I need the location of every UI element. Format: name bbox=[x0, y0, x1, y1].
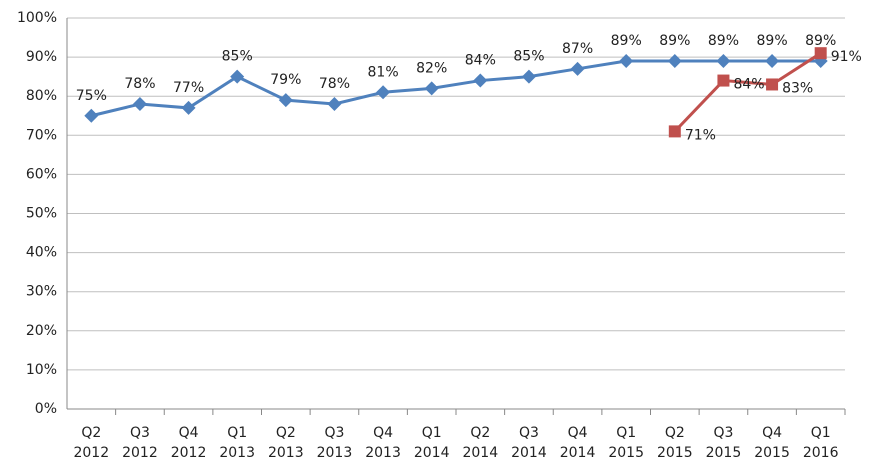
y-tick-label: 30% bbox=[26, 284, 57, 300]
y-tick-label: 0% bbox=[35, 401, 57, 417]
y-tick-label: 10% bbox=[26, 362, 57, 378]
marker bbox=[230, 69, 245, 84]
data-label: 87% bbox=[562, 41, 593, 57]
marker bbox=[327, 97, 342, 112]
y-tick-label: 100% bbox=[17, 10, 57, 26]
marker bbox=[132, 97, 147, 112]
x-tick-label: 2012 bbox=[171, 445, 207, 461]
x-tick-label: 2013 bbox=[365, 445, 401, 461]
x-tick-label: Q4 bbox=[762, 425, 782, 441]
data-label: 79% bbox=[270, 72, 301, 88]
x-tick-label: 2014 bbox=[560, 445, 596, 461]
marker bbox=[667, 54, 682, 69]
y-tick-label: 80% bbox=[26, 88, 57, 104]
data-label: 89% bbox=[708, 33, 739, 49]
marker bbox=[181, 100, 196, 115]
x-tick-label: 2014 bbox=[511, 445, 547, 461]
data-label: 75% bbox=[76, 88, 107, 104]
marker bbox=[473, 73, 488, 88]
series-line bbox=[90, 59, 821, 118]
data-label: 78% bbox=[319, 76, 350, 92]
data-label: 81% bbox=[368, 64, 399, 80]
marker bbox=[766, 78, 779, 91]
data-label: 91% bbox=[831, 49, 862, 65]
data-label: 71% bbox=[685, 127, 716, 143]
marker bbox=[424, 81, 439, 96]
data-label: 85% bbox=[222, 49, 253, 65]
y-tick-label: 60% bbox=[26, 166, 57, 182]
marker bbox=[716, 54, 731, 69]
data-label: 89% bbox=[659, 33, 690, 49]
x-tick-label: 2015 bbox=[657, 445, 693, 461]
y-tick-label: 70% bbox=[26, 127, 57, 143]
y-tick-label: 40% bbox=[26, 245, 57, 261]
data-label: 89% bbox=[805, 33, 836, 49]
x-tick-label: 2012 bbox=[122, 445, 158, 461]
x-tick-label: Q2 bbox=[276, 425, 296, 441]
x-tick-label: Q2 bbox=[665, 425, 685, 441]
x-tick-label: Q3 bbox=[130, 425, 150, 441]
marker bbox=[521, 69, 536, 84]
x-tick-label: 2013 bbox=[317, 445, 353, 461]
marker bbox=[278, 93, 293, 108]
marker bbox=[814, 47, 827, 60]
x-tick-label: Q4 bbox=[568, 425, 588, 441]
x-tick-label: 2015 bbox=[608, 445, 644, 461]
data-label: 78% bbox=[124, 76, 155, 92]
marker bbox=[619, 54, 634, 69]
y-tick-label: 90% bbox=[26, 49, 57, 65]
x-tick-label: 2014 bbox=[462, 445, 498, 461]
data-label: 84% bbox=[465, 53, 496, 69]
data-label: 85% bbox=[513, 49, 544, 65]
data-label: 84% bbox=[733, 77, 764, 93]
marker bbox=[84, 108, 99, 123]
marker bbox=[570, 61, 585, 76]
x-tick-label: Q1 bbox=[811, 425, 831, 441]
marker bbox=[668, 125, 681, 138]
data-label: 89% bbox=[757, 33, 788, 49]
x-tick-label: Q4 bbox=[373, 425, 393, 441]
data-label: 89% bbox=[611, 33, 642, 49]
data-label: 82% bbox=[416, 60, 447, 76]
marker bbox=[717, 74, 730, 87]
x-tick-label: Q3 bbox=[324, 425, 344, 441]
x-tick-label: Q1 bbox=[227, 425, 247, 441]
x-tick-label: 2014 bbox=[414, 445, 450, 461]
x-tick-label: 2015 bbox=[754, 445, 790, 461]
y-tick-label: 50% bbox=[26, 206, 57, 222]
x-tick-label: 2013 bbox=[268, 445, 304, 461]
data-label: 83% bbox=[782, 80, 813, 96]
x-tick-label: Q1 bbox=[422, 425, 442, 441]
x-tick-label: 2013 bbox=[219, 445, 255, 461]
x-tick-label: Q3 bbox=[713, 425, 733, 441]
y-tick-label: 20% bbox=[26, 323, 57, 339]
x-tick-label: Q1 bbox=[616, 425, 636, 441]
marker bbox=[376, 85, 391, 100]
x-tick-label: Q3 bbox=[519, 425, 539, 441]
x-tick-label: 2012 bbox=[73, 445, 109, 461]
marker bbox=[765, 54, 780, 69]
x-tick-label: Q2 bbox=[470, 425, 490, 441]
data-label: 77% bbox=[173, 80, 204, 96]
x-tick-label: 2015 bbox=[706, 445, 742, 461]
series-line bbox=[673, 51, 822, 133]
x-tick-label: Q4 bbox=[179, 425, 199, 441]
x-tick-label: 2016 bbox=[803, 445, 839, 461]
x-tick-label: Q2 bbox=[81, 425, 101, 441]
